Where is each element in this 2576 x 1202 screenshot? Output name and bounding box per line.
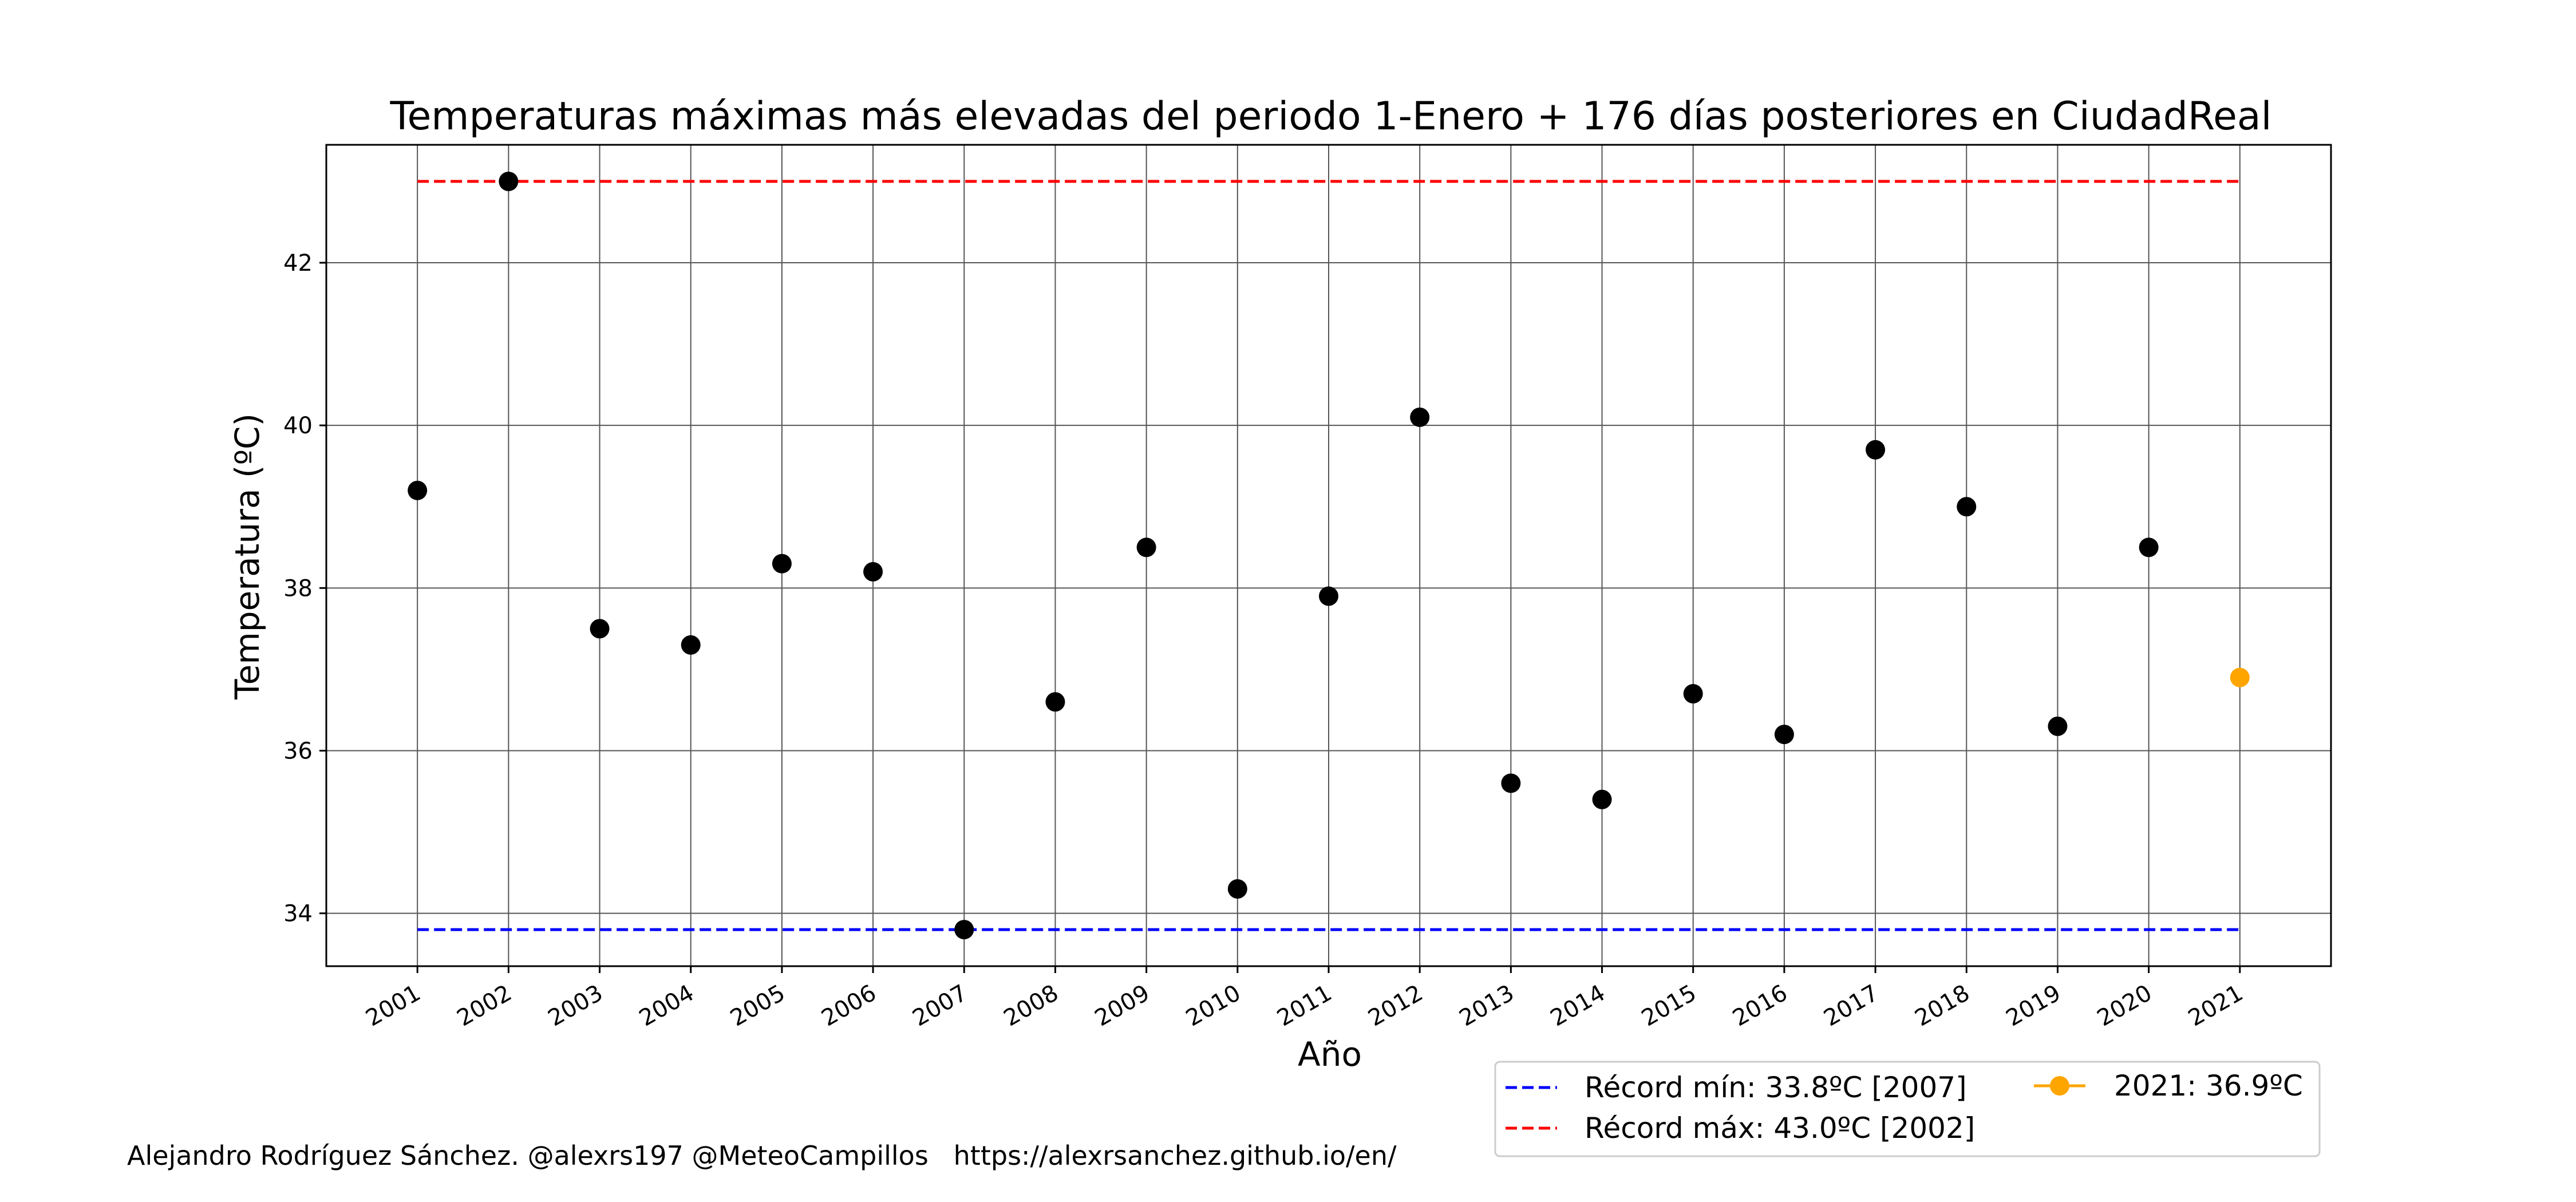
x-tick-label: 2005 bbox=[726, 980, 789, 1032]
y-tick-label: 34 bbox=[283, 901, 313, 927]
grid bbox=[326, 145, 2331, 966]
x-axis-ticks: 2001 2002 2003 2004 2005 2006 2007 2008 2009 2010… bbox=[361, 966, 2247, 1031]
x-tick-label: 2009 bbox=[1091, 980, 1154, 1032]
y-tick-label: 42 bbox=[283, 250, 313, 276]
data-points bbox=[408, 171, 2250, 940]
data-point bbox=[1866, 440, 1886, 460]
x-tick-label: 2013 bbox=[1455, 980, 1519, 1032]
legend-min-label: Récord mín: 33.8ºC [2007] bbox=[1585, 1071, 1967, 1104]
data-point bbox=[2048, 716, 2068, 736]
y-tick-label: 38 bbox=[283, 575, 313, 602]
x-tick-label: 2016 bbox=[1728, 980, 1792, 1032]
data-point bbox=[1045, 692, 1065, 712]
x-tick-label: 2019 bbox=[2002, 980, 2065, 1032]
data-point bbox=[1501, 773, 1521, 793]
x-tick-label: 2002 bbox=[453, 980, 516, 1032]
x-tick-label: 2015 bbox=[1637, 980, 1701, 1032]
legend-2021-label: 2021: 36.9ºC bbox=[2114, 1069, 2303, 1102]
x-tick-label: 2003 bbox=[544, 980, 607, 1032]
x-tick-label: 2017 bbox=[1819, 980, 1883, 1032]
data-point bbox=[681, 635, 701, 655]
y-tick-label: 40 bbox=[283, 413, 313, 439]
x-tick-label: 2011 bbox=[1273, 980, 1336, 1032]
data-point bbox=[590, 619, 610, 639]
author-credit: Alejandro Rodríguez Sánchez. @alexrs197 … bbox=[127, 1140, 1397, 1171]
legend-2021-marker bbox=[2050, 1076, 2069, 1096]
x-tick-label: 2018 bbox=[1911, 980, 1974, 1032]
x-tick-label: 2008 bbox=[999, 980, 1063, 1032]
x-tick-label: 2014 bbox=[1546, 980, 1610, 1032]
reference-lines bbox=[417, 180, 2240, 931]
data-point bbox=[1227, 879, 1247, 899]
x-tick-label: 2021 bbox=[2184, 980, 2247, 1032]
data-point bbox=[863, 562, 883, 582]
data-point bbox=[2139, 537, 2159, 557]
x-axis-label: Año bbox=[1298, 1035, 1362, 1074]
x-tick-label: 2020 bbox=[2093, 980, 2156, 1032]
data-point bbox=[1957, 497, 1977, 517]
x-tick-label: 2012 bbox=[1364, 980, 1427, 1032]
data-point bbox=[1592, 789, 1612, 809]
y-axis-ticks: 34 36 38 40 42 bbox=[283, 250, 326, 927]
data-point bbox=[1136, 537, 1156, 557]
data-point bbox=[1410, 407, 1430, 427]
data-point bbox=[1683, 684, 1703, 704]
legend-frame bbox=[1494, 1061, 2321, 1157]
legend-max-label: Récord máx: 43.0ºC [2002] bbox=[1585, 1112, 1975, 1145]
data-point bbox=[1319, 586, 1338, 606]
y-tick-label: 36 bbox=[283, 738, 313, 764]
x-tick-label: 2006 bbox=[817, 980, 880, 1032]
data-point bbox=[954, 920, 974, 940]
x-tick-label: 2010 bbox=[1182, 980, 1245, 1032]
x-tick-label: 2004 bbox=[635, 980, 698, 1032]
x-tick-label: 2001 bbox=[361, 980, 425, 1032]
chart-title: Temperaturas máximas más elevadas del pe… bbox=[389, 94, 2271, 139]
data-point bbox=[408, 480, 428, 500]
data-point bbox=[772, 553, 792, 574]
legend: Récord mín: 33.8ºC [2007] Récord máx: 43… bbox=[1494, 1061, 2321, 1157]
y-axis-label: Temperatura (ºC) bbox=[228, 413, 267, 700]
current-year-point bbox=[2230, 667, 2250, 687]
data-point bbox=[499, 171, 519, 191]
x-tick-label: 2007 bbox=[908, 980, 972, 1032]
data-point bbox=[1774, 725, 1794, 745]
